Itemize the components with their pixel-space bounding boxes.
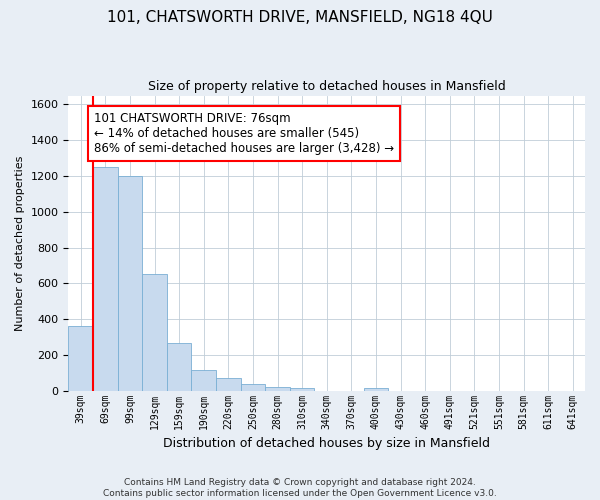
Bar	[241, 384, 265, 390]
Text: Contains HM Land Registry data © Crown copyright and database right 2024.
Contai: Contains HM Land Registry data © Crown c…	[103, 478, 497, 498]
Title: Size of property relative to detached houses in Mansfield: Size of property relative to detached ho…	[148, 80, 506, 93]
Bar	[93, 167, 118, 390]
Bar	[142, 274, 167, 390]
Bar	[68, 326, 93, 390]
Bar	[265, 387, 290, 390]
Y-axis label: Number of detached properties: Number of detached properties	[15, 156, 25, 331]
Bar	[364, 388, 388, 390]
Bar	[216, 378, 241, 390]
Bar	[290, 388, 314, 390]
Text: 101 CHATSWORTH DRIVE: 76sqm
← 14% of detached houses are smaller (545)
86% of se: 101 CHATSWORTH DRIVE: 76sqm ← 14% of det…	[94, 112, 394, 154]
Bar	[167, 343, 191, 390]
X-axis label: Distribution of detached houses by size in Mansfield: Distribution of detached houses by size …	[163, 437, 490, 450]
Bar	[118, 176, 142, 390]
Bar	[191, 370, 216, 390]
Text: 101, CHATSWORTH DRIVE, MANSFIELD, NG18 4QU: 101, CHATSWORTH DRIVE, MANSFIELD, NG18 4…	[107, 10, 493, 25]
